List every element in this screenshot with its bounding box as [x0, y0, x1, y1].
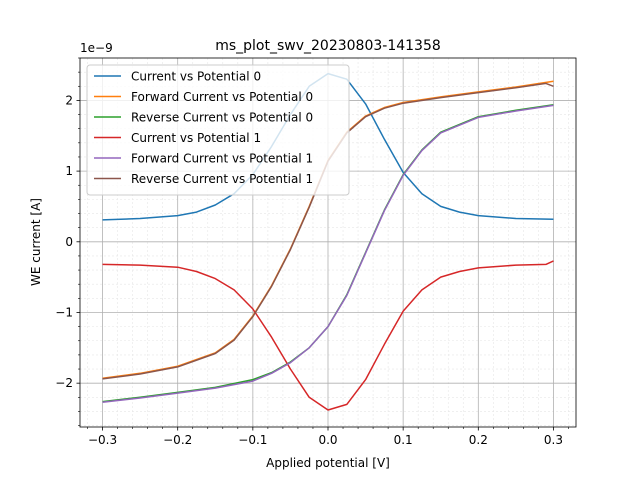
legend-item: Forward Current vs Potential 1 [94, 152, 313, 166]
legend-label: Current vs Potential 0 [131, 70, 261, 84]
y-tick-label: −2 [55, 376, 73, 390]
y-tick-label: 1 [65, 164, 73, 178]
legend-item: Reverse Current vs Potential 0 [94, 111, 313, 125]
x-tick-label: 0.3 [544, 433, 563, 447]
x-tick-label: −0.3 [88, 433, 117, 447]
series-line-3 [102, 260, 554, 411]
series-line-4 [102, 104, 554, 404]
y-axis-ticks: −2 −1 0 1 2 [55, 57, 80, 426]
x-tick-label: −0.1 [238, 433, 267, 447]
y-tick-label: −1 [55, 305, 73, 319]
legend-frame [86, 64, 350, 196]
legend-label: Reverse Current vs Potential 1 [131, 172, 313, 186]
legend-item: Forward Current vs Potential 0 [94, 90, 313, 104]
y-axis-label: WE current [A] [29, 198, 43, 286]
legend-item: Reverse Current vs Potential 1 [94, 172, 313, 186]
x-tick-label: −0.2 [163, 433, 192, 447]
legend-item: Current vs Potential 0 [94, 70, 261, 84]
y-axis-offset-text: 1e−9 [80, 41, 113, 55]
legend-label: Current vs Potential 1 [131, 131, 261, 145]
x-tick-label: 0.2 [469, 433, 488, 447]
legend: Current vs Potential 0 Forward Current vs… [86, 64, 350, 196]
y-tick-label: 0 [65, 235, 73, 249]
x-axis-ticks: −0.3 −0.2 −0.1 0.0 0.1 0.2 0.3 [87, 427, 569, 447]
x-tick-label: 0.0 [318, 433, 337, 447]
x-tick-label: 0.1 [394, 433, 413, 447]
legend-label: Forward Current vs Potential 0 [131, 90, 313, 104]
legend-label: Reverse Current vs Potential 0 [131, 111, 313, 125]
x-axis-label: Applied potential [V] [266, 456, 390, 470]
legend-label: Forward Current vs Potential 1 [131, 152, 313, 166]
chart-title: ms_plot_swv_20230803-141358 [215, 38, 441, 54]
y-tick-label: 2 [65, 93, 73, 107]
legend-item: Current vs Potential 1 [94, 131, 261, 145]
